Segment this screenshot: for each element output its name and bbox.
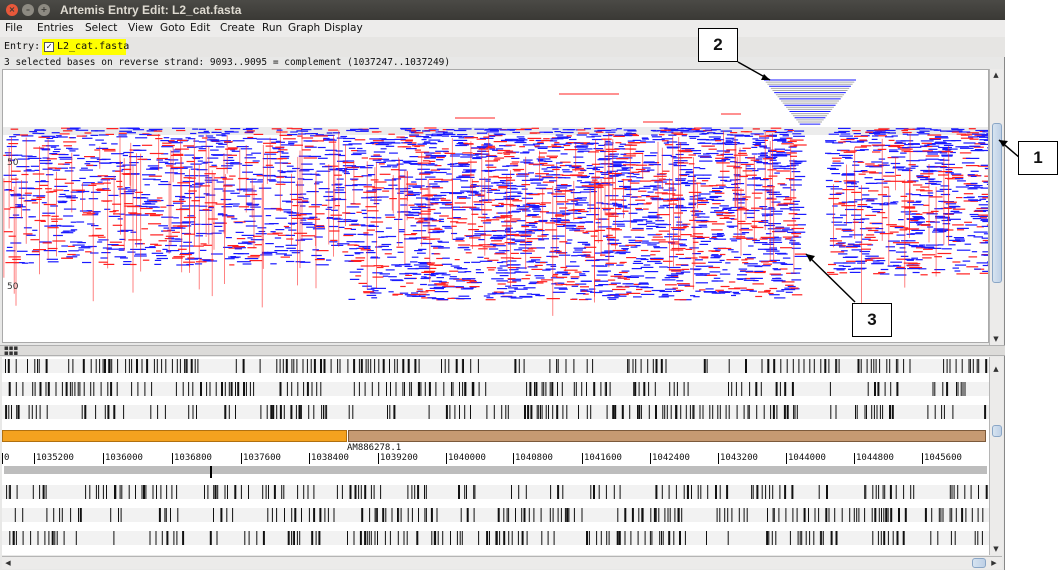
menu-view[interactable]: View — [128, 22, 153, 34]
ruler-tick: 1036000 — [103, 453, 143, 464]
ruler-tick: 1044000 — [786, 453, 826, 464]
minimize-icon[interactable]: – — [22, 4, 34, 16]
ruler-tick: 1043200 — [718, 453, 758, 464]
scroll-thumb[interactable] — [992, 123, 1002, 283]
ruler-tick: 1044800 — [854, 453, 894, 464]
ruler-tick: 0 — [2, 453, 9, 464]
menu-bar: File Entries Select View Goto Edit Creat… — [0, 20, 1005, 37]
menu-run[interactable]: Run — [262, 22, 282, 34]
checkbox-icon[interactable]: ✓ — [44, 42, 54, 52]
menu-goto[interactable]: Goto — [160, 22, 185, 34]
panel-splitter[interactable]: ▪▪▪ ▪▪▪ — [0, 345, 1005, 356]
ruler-tick: 1040000 — [446, 453, 486, 464]
callout-3: 3 — [852, 303, 892, 337]
callout-1: 1 — [1018, 141, 1058, 175]
bam-reads-panel[interactable]: 50 50 — [2, 69, 989, 343]
contig-feature-left[interactable] — [2, 430, 347, 442]
ruler-tick: 1045600 — [922, 453, 962, 464]
entry-label: Entry: — [4, 41, 40, 52]
entry-bar: Entry: ✓ L2_cat.fasta — [0, 37, 1005, 57]
ruler-tick: 1037600 — [241, 453, 281, 464]
ruler-tick: 1042400 — [650, 453, 690, 464]
y-tick-label: 50 — [7, 158, 18, 168]
arrow-down-icon[interactable]: ▼ — [990, 543, 1002, 555]
selection-status: 3 selected bases on reverse strand: 9093… — [0, 57, 1005, 69]
reads-vertical-scrollbar[interactable]: ▲ ▼ — [989, 69, 1003, 345]
entry-name: L2_cat.fasta — [57, 41, 129, 52]
ruler-tick: 1035200 — [34, 453, 74, 464]
scroll-thumb[interactable] — [992, 425, 1002, 437]
entry-toggle[interactable]: ✓ L2_cat.fasta — [42, 39, 126, 55]
contig-label: AM886278.1 — [347, 443, 401, 453]
menu-create[interactable]: Create — [220, 22, 255, 34]
reads-canvas[interactable] — [3, 70, 989, 343]
ruler-tick: 1036800 — [172, 453, 212, 464]
ruler-bar — [4, 466, 987, 474]
y-tick-label: 50 — [7, 282, 18, 292]
menu-display[interactable]: Display — [324, 22, 363, 34]
menu-entries[interactable]: Entries — [37, 22, 74, 34]
menu-select[interactable]: Select — [85, 22, 117, 34]
feature-vertical-scrollbar[interactable]: ▲ ▼ — [989, 357, 1003, 555]
maximize-icon[interactable]: + — [38, 4, 50, 16]
window-title: Artemis Entry Edit: L2_cat.fasta — [60, 3, 241, 17]
horizontal-scrollbar[interactable]: ◀ ▶ — [2, 556, 1002, 569]
feature-view[interactable]: AM886278.1 0 1035200 1036000 1036800 103… — [2, 357, 989, 555]
artemis-window: × – + Artemis Entry Edit: L2_cat.fasta F… — [0, 0, 1005, 570]
arrow-up-icon[interactable]: ▲ — [990, 363, 1002, 375]
contig-feature-right[interactable] — [348, 430, 986, 442]
title-bar: × – + Artemis Entry Edit: L2_cat.fasta — [0, 0, 1005, 20]
menu-file[interactable]: File — [5, 22, 23, 34]
arrow-down-icon[interactable]: ▼ — [990, 333, 1002, 345]
scroll-thumb[interactable] — [972, 558, 986, 568]
ruler-tick: 1038400 — [309, 453, 349, 464]
position-cursor — [210, 466, 212, 478]
splitter-grip-icon[interactable]: ▪▪▪ ▪▪▪ — [4, 346, 18, 356]
arrow-left-icon[interactable]: ◀ — [2, 557, 14, 569]
close-icon[interactable]: × — [6, 4, 18, 16]
ruler-tick: 1039200 — [378, 453, 418, 464]
ruler-tick: 1040800 — [513, 453, 553, 464]
menu-edit[interactable]: Edit — [190, 22, 210, 34]
sequence-ruler: 0 1035200 1036000 1036800 1037600 103840… — [2, 453, 989, 467]
callout-2: 2 — [698, 28, 738, 62]
ruler-tick: 1041600 — [582, 453, 622, 464]
arrow-up-icon[interactable]: ▲ — [990, 69, 1002, 81]
menu-graph[interactable]: Graph — [288, 22, 320, 34]
arrow-right-icon[interactable]: ▶ — [988, 557, 1000, 569]
